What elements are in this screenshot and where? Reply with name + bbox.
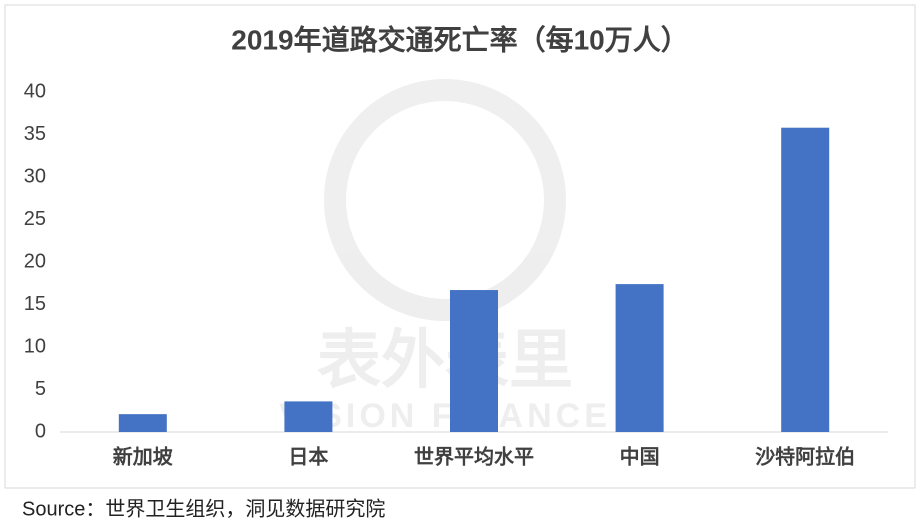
x-tick-label: 世界平均水平: [414, 444, 534, 468]
bar: [615, 284, 664, 432]
y-tick-label: 10: [24, 335, 46, 357]
y-tick-label: 40: [24, 80, 46, 102]
y-tick-label: 25: [24, 208, 46, 230]
watermark-ring: [324, 79, 566, 321]
x-tick-label: 日本: [288, 445, 328, 468]
y-tick-label: 20: [24, 250, 46, 272]
watermark-text: 表外表里: [317, 324, 573, 396]
x-tick-label: 沙特阿拉伯: [755, 444, 855, 468]
y-tick-label: 0: [35, 420, 46, 442]
bar: [781, 127, 830, 432]
chart-title: 2019年道路交通死亡率（每10万人）: [231, 23, 688, 55]
bar: [450, 290, 498, 432]
source-note: Source：世界卫生组织，洞见数据研究院: [22, 497, 385, 520]
y-tick-label: 30: [24, 165, 46, 187]
bar: [118, 414, 167, 432]
y-tick-label: 35: [24, 123, 46, 145]
x-tick-label: 中国: [620, 444, 660, 468]
watermark: 表外表里 VISION FINANCE: [279, 79, 611, 435]
bar: [284, 401, 333, 432]
watermark-text: VISION FINANCE: [279, 397, 611, 435]
y-tick-label: 15: [24, 293, 46, 315]
x-tick-label: 新加坡: [113, 444, 174, 468]
y-tick-label: 5: [35, 378, 46, 400]
